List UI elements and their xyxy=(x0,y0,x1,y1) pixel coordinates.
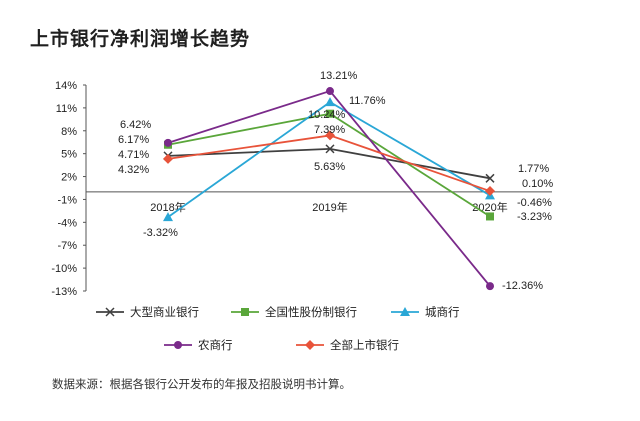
legend-label-2: 城商行 xyxy=(425,305,460,319)
y-tick-label: 8% xyxy=(61,126,77,138)
data-point-0-2 xyxy=(485,173,495,183)
y-tick-label: -13% xyxy=(51,286,77,298)
series-markers xyxy=(163,87,495,291)
source-note: 数据来源：根据各银行公开发布的年报及招股说明书计算。 xyxy=(52,377,351,391)
data-label-3-2: -12.36% xyxy=(502,280,543,292)
data-label-1-0: 6.17% xyxy=(118,134,149,146)
y-tick-label: -7% xyxy=(57,240,77,252)
data-label-1-1: 10.24% xyxy=(308,109,346,121)
legend-marker-1 xyxy=(241,308,249,316)
data-label-2-2: -0.46% xyxy=(517,197,552,209)
line-chart: 14% 11% 8% 5% 2% -1% -4% -7% -10% -13% 2018年 2019年… xyxy=(51,70,553,352)
y-tick-label: 5% xyxy=(61,149,77,161)
data-point-2-1 xyxy=(325,97,335,107)
data-point-3-2 xyxy=(486,282,494,291)
y-tick-label: 14% xyxy=(55,80,77,92)
legend-marker-2 xyxy=(400,307,410,316)
data-label-3-0: 6.42% xyxy=(120,119,151,131)
data-label-2-1: 11.76% xyxy=(349,95,386,107)
y-axis-ticks: 14% 11% 8% 5% 2% -1% -4% -7% -10% -13% xyxy=(51,80,77,298)
data-label-4-0: 4.32% xyxy=(118,164,149,176)
data-label-0-2: 1.77% xyxy=(518,163,549,175)
y-tick-label: -10% xyxy=(51,263,77,275)
legend-marker-3 xyxy=(174,341,182,349)
x-axis-ticks: 2018年 2019年 2020年 xyxy=(150,200,507,214)
chart-title: 上市银行净利润增长趋势 xyxy=(30,28,251,50)
y-tick-label: -4% xyxy=(57,217,77,229)
data-point-0-1 xyxy=(325,144,335,154)
legend-marker-4 xyxy=(305,340,315,350)
data-point-2-0 xyxy=(163,212,173,222)
legend-label-4: 全部上市银行 xyxy=(330,338,399,352)
x-tick-label: 2020年 xyxy=(472,200,507,214)
data-label-4-2: 0.10% xyxy=(522,178,553,190)
data-point-1-2 xyxy=(486,212,494,221)
legend-marker-0 xyxy=(105,307,115,317)
y-tick-label: 2% xyxy=(61,172,77,184)
data-point-4-2 xyxy=(485,186,495,197)
legend-label-0: 大型商业银行 xyxy=(130,305,199,319)
y-tick-label: -1% xyxy=(57,194,77,206)
y-tick-label: 11% xyxy=(56,103,77,115)
data-label-2-0: -3.32% xyxy=(143,227,178,239)
x-tick-label: 2019年 xyxy=(312,200,347,214)
data-label-0-1: 5.63% xyxy=(314,161,345,173)
data-label-0-0: 4.71% xyxy=(118,149,149,161)
legend-label-3: 农商行 xyxy=(198,338,233,352)
data-point-1-1 xyxy=(326,109,334,118)
legend-label-1: 全国性股份制银行 xyxy=(265,305,357,319)
data-label-1-2: -3.23% xyxy=(517,211,552,223)
data-label-4-1: 7.39% xyxy=(314,124,345,136)
axes xyxy=(83,84,552,292)
data-point-4-0 xyxy=(163,153,173,164)
data-point-3-1 xyxy=(326,87,334,96)
x-tick-label: 2018年 xyxy=(150,200,185,214)
data-labels: 4.71% 5.63% 1.77% 6.17% 10.24% -3.23% -3.32% 11… xyxy=(118,70,553,292)
data-point-4-1 xyxy=(325,130,335,141)
data-point-3-0 xyxy=(164,138,172,147)
data-label-3-1: 13.21% xyxy=(320,70,358,82)
